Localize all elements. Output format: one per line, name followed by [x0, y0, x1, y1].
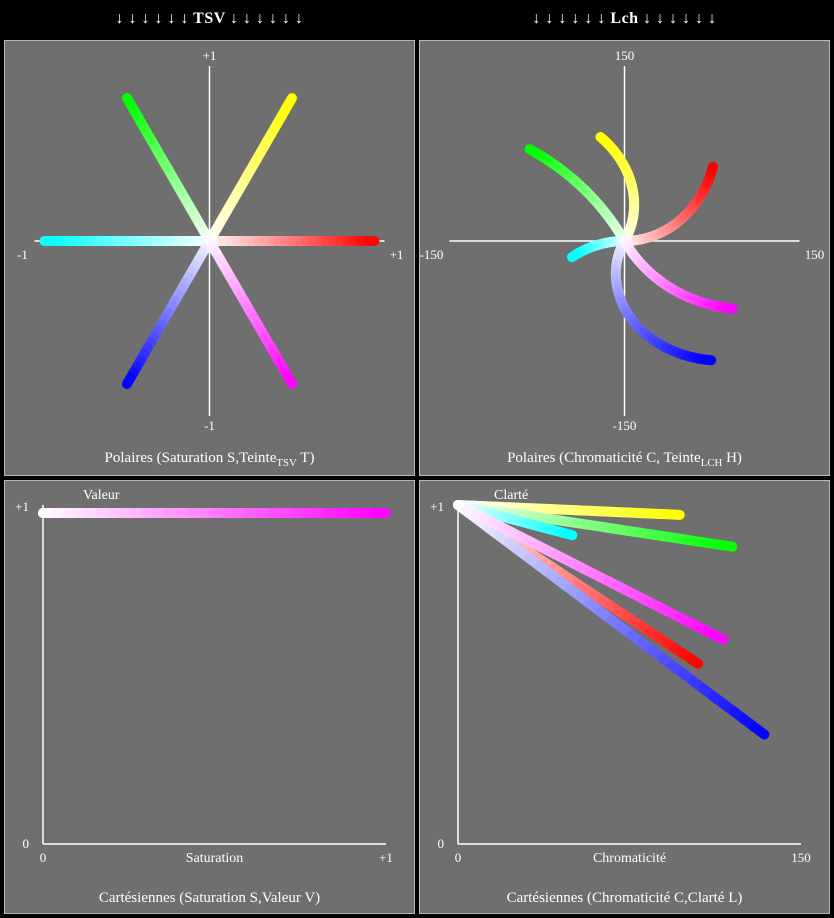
svg-text:-150: -150 — [420, 247, 443, 262]
plot-tsv-cart: +1 00 +1 Saturation Valeur — [5, 481, 414, 886]
svg-text:150: 150 — [805, 247, 825, 262]
caption-lch-cart: Cartésiennes (Chromaticité C,Clarté L) — [420, 886, 829, 913]
plot-lch-cart: +1 00 150 Chromaticité Clarté — [420, 481, 829, 886]
panel-tsv-cart: +1 00 +1 Saturation Valeur Cartésiennes (Sat… — [4, 480, 415, 914]
svg-text:-150: -150 — [613, 418, 637, 433]
svg-text:150: 150 — [615, 48, 635, 63]
svg-text:+1: +1 — [379, 850, 393, 865]
svg-text:+1: +1 — [15, 499, 29, 514]
svg-text:+1: +1 — [203, 48, 217, 63]
svg-text:0: 0 — [23, 836, 30, 851]
svg-text:+1: +1 — [430, 499, 444, 514]
svg-text:Chromaticité: Chromaticité — [593, 851, 666, 866]
svg-text:Clarté: Clarté — [494, 488, 528, 503]
panel-lch-cart: +1 00 150 Chromaticité Clarté Cartésiennes (… — [419, 480, 830, 914]
plot-tsv-polar: -1 +1 +1 -1 — [5, 41, 414, 446]
caption-tsv-cart: Cartésiennes (Saturation S,Valeur V) — [5, 886, 414, 913]
caption-tsv-polar: Polaires (Saturation S,TeinteTSV T) — [5, 446, 414, 475]
svg-text:-1: -1 — [17, 247, 28, 262]
svg-text:0: 0 — [455, 850, 462, 865]
plot-lch-polar: -150 150 150 -150 — [420, 41, 829, 446]
header-tsv: ↓ ↓ ↓ ↓ ↓ ↓ TSV ↓ ↓ ↓ ↓ ↓ ↓ — [4, 4, 415, 36]
header-lch: ↓ ↓ ↓ ↓ ↓ ↓ Lch ↓ ↓ ↓ ↓ ↓ ↓ — [419, 4, 830, 36]
svg-text:150: 150 — [791, 850, 811, 865]
svg-text:Valeur: Valeur — [83, 488, 120, 503]
caption-lch-polar: Polaires (Chromaticité C, TeinteLCH H) — [420, 446, 829, 475]
svg-text:+1: +1 — [390, 247, 404, 262]
svg-text:0: 0 — [438, 836, 445, 851]
panel-lch-polar: -150 150 150 -150 Polaires (Chromaticité C,… — [419, 40, 830, 476]
svg-text:0: 0 — [40, 850, 47, 865]
panel-tsv-polar: -1 +1 +1 -1 Polaires (Saturation S,TeinteTS… — [4, 40, 415, 476]
svg-text:Saturation: Saturation — [186, 851, 244, 866]
svg-text:-1: -1 — [204, 418, 215, 433]
